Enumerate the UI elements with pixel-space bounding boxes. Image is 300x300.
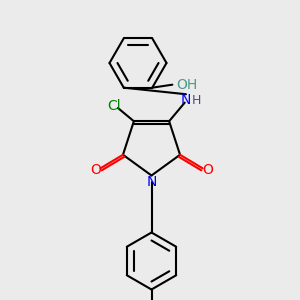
Text: H: H bbox=[191, 94, 201, 107]
Text: Cl: Cl bbox=[108, 99, 121, 112]
Text: OH: OH bbox=[176, 78, 197, 92]
Text: N: N bbox=[181, 93, 191, 107]
Text: N: N bbox=[146, 175, 157, 189]
Text: O: O bbox=[90, 163, 101, 177]
Text: O: O bbox=[202, 163, 213, 177]
